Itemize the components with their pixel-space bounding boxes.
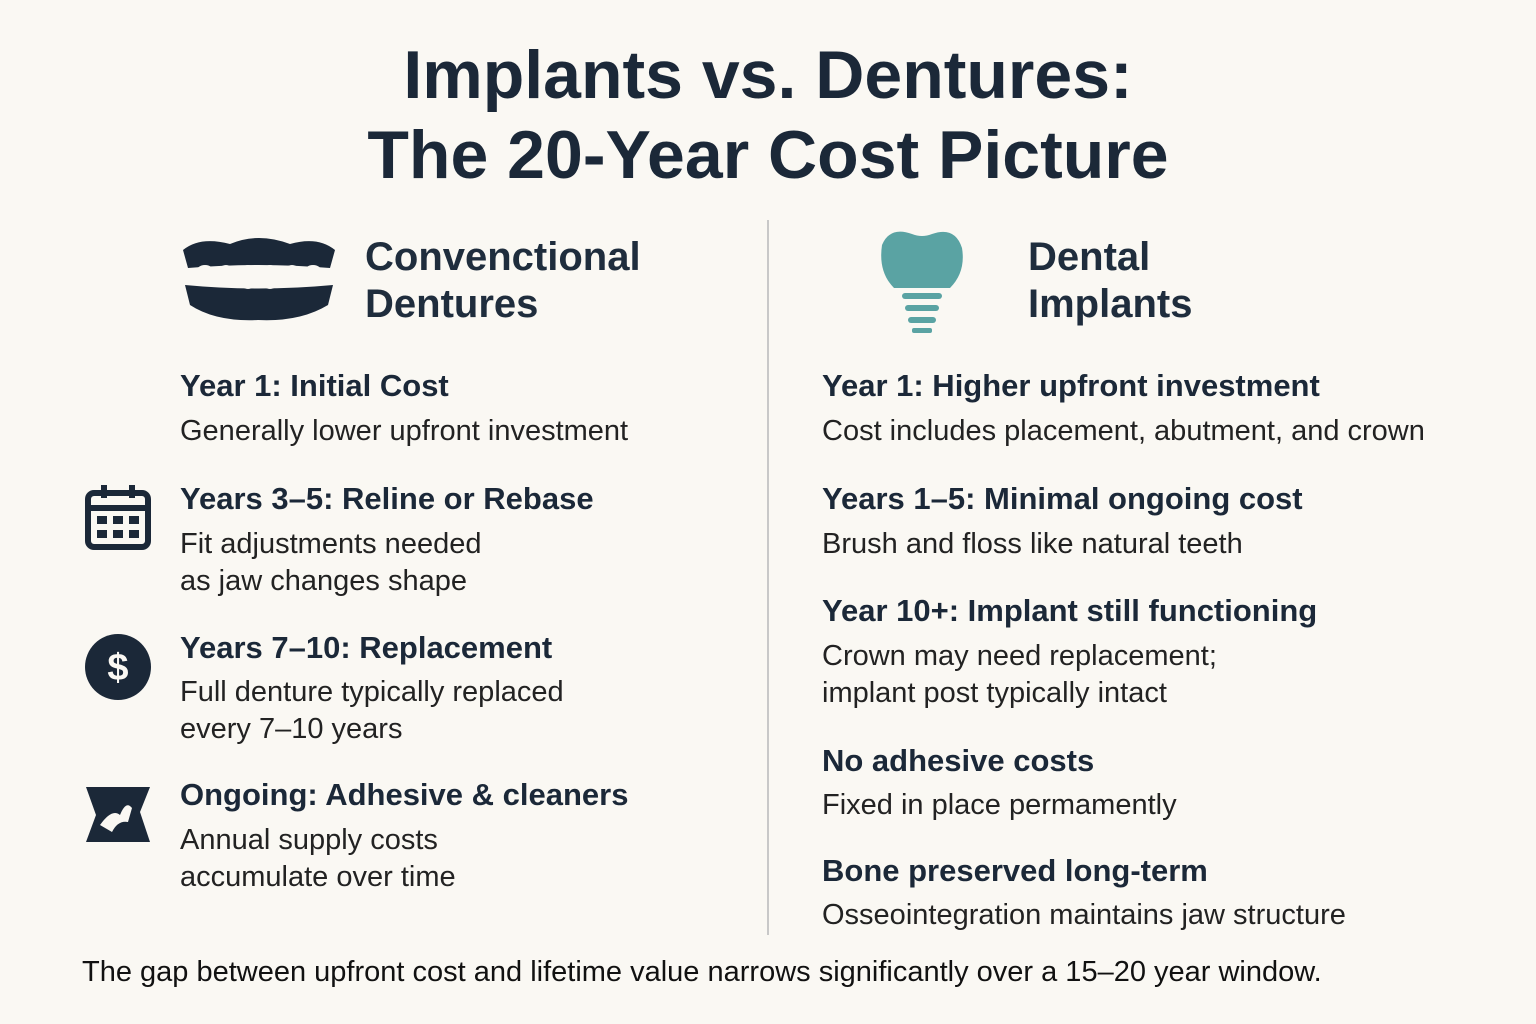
title-line: The 20-Year Cost Picture (367, 117, 1169, 193)
item-title: Years 7–10: Replacement (180, 629, 553, 665)
item-text: Cost includes placement, abutment, and c… (822, 414, 1425, 447)
item-text: as jaw changes shape (180, 564, 467, 597)
title-line: Implants vs. Dentures: (403, 37, 1133, 113)
column-heading: Implants (1028, 282, 1193, 326)
item-text: every 7–10 years (180, 712, 403, 745)
column-heading: Dental (1028, 235, 1151, 279)
item-title: No adhesive costs (822, 742, 1095, 778)
item-text: Brush and floss like natural teeth (822, 527, 1243, 560)
item-title: Bone preserved long-term (822, 852, 1208, 888)
dollar-icon: $ (85, 634, 151, 700)
item-text: Fixed in place permamently (822, 788, 1177, 821)
denture-icon (183, 238, 335, 321)
item-text: Fit adjustments needed (180, 527, 482, 560)
item-title: Year 1: Higher upfront investment (822, 367, 1320, 403)
column-heading: Convenctional (365, 235, 641, 279)
calendar-icon (85, 485, 151, 550)
item-title: Years 1–5: Minimal ongoing cost (822, 480, 1303, 516)
item-title: Year 10+: Implant still functioning (822, 592, 1318, 628)
footer: The gap between upfront cost and lifetim… (82, 955, 1322, 988)
item-title: Years 3–5: Reline or Rebase (180, 480, 594, 516)
item-text: implant post typically intact (822, 676, 1167, 709)
implant-icon (881, 231, 963, 333)
item-title: Year 1: Initial Cost (180, 367, 449, 403)
item-title: Ongoing: Adhesive & cleaners (180, 776, 629, 812)
column-heading: Dentures (365, 282, 539, 326)
item-text: Osseointegration maintains jaw structure (822, 898, 1346, 931)
item-text: Annual supply costs (180, 823, 438, 856)
item-text: Crown may need replacement; (822, 639, 1217, 672)
item-text: Full denture typically replaced (180, 675, 564, 708)
item-text: accumulate over time (180, 860, 456, 893)
svg-text:$: $ (107, 647, 128, 689)
item-text: Generally lower upfront investment (180, 414, 629, 447)
adhesive-icon (86, 787, 150, 842)
